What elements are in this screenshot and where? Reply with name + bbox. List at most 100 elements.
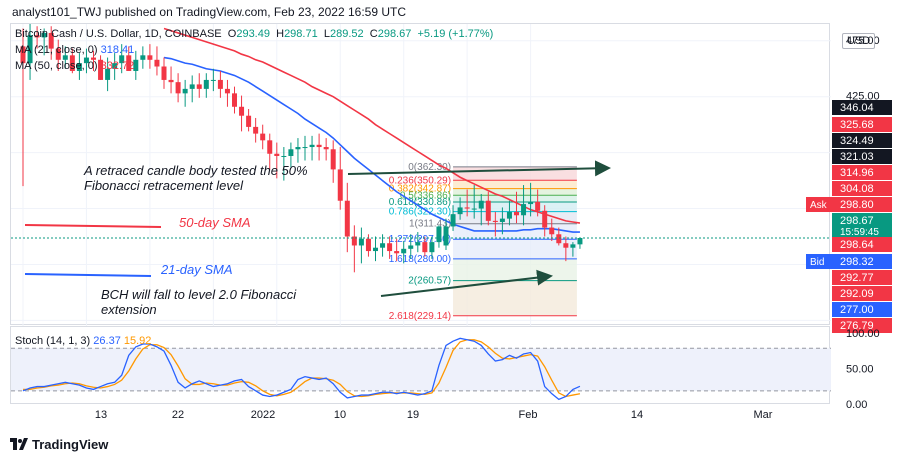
candle-body (337, 169, 343, 201)
price-tag-value: 298.67 (840, 215, 874, 227)
ma50-legend: MA (50, close, 0) 332.72 (15, 59, 134, 73)
price-tag-value: 321.03 (840, 151, 874, 163)
candle (126, 46, 132, 71)
candle (485, 191, 491, 226)
candle-body (577, 238, 583, 245)
candle (20, 28, 26, 187)
high-label: H (276, 28, 285, 40)
candle-body (499, 218, 505, 222)
candle (429, 236, 435, 259)
candle-body (281, 155, 287, 157)
candle-body (401, 248, 407, 254)
price-tag-countdown: 15:59:45 (840, 227, 879, 238)
candle (302, 135, 308, 161)
candle (316, 133, 322, 161)
change-value: +5.19 (+1.77%) (417, 28, 494, 40)
fib-level-label: 2.618(229.14) (389, 311, 451, 322)
candle-body (196, 84, 202, 89)
candle-body (380, 243, 386, 248)
candle (83, 48, 89, 74)
ma21-line (163, 56, 580, 233)
candle (514, 191, 519, 224)
candle-body (288, 149, 294, 156)
candle (267, 133, 273, 170)
stoch-k-line (22, 337, 581, 401)
candle-body (55, 48, 61, 60)
candle-body (514, 211, 519, 216)
fib-level-label: 1(311.43) (409, 219, 451, 230)
price-tag-box (832, 213, 892, 237)
candle (563, 236, 569, 262)
candle-body (41, 32, 47, 38)
low-label: L (323, 28, 330, 40)
price-tag-box (832, 197, 892, 212)
candle-body (105, 68, 111, 80)
candle-body (62, 55, 68, 60)
price-tag-box (832, 117, 892, 132)
candle-body (217, 79, 223, 89)
candle (224, 79, 230, 107)
candle-body (161, 66, 167, 80)
candle-body (168, 79, 174, 83)
fib-band (453, 280, 577, 316)
candle-body (154, 59, 160, 67)
candle-body (542, 210, 548, 228)
candle (91, 50, 96, 71)
fib-level-label: 0.236(350.29) (389, 175, 451, 186)
candle-body (98, 59, 104, 80)
candle (408, 234, 414, 259)
stoch-d-line (23, 339, 581, 398)
stoch-band (11, 348, 831, 391)
stoch-chart[interactable] (11, 327, 831, 405)
ma21-label: MA (21, close, 0) (15, 44, 98, 56)
candle-body (239, 106, 245, 116)
symbol-title: Bitcoin Cash / U.S. Dollar, 1D, COINBASE (15, 28, 222, 40)
candle-body (253, 126, 259, 134)
candle (41, 28, 47, 56)
candle (147, 44, 153, 69)
candle-body (302, 147, 308, 149)
candle-body (436, 226, 442, 243)
candle (394, 238, 400, 262)
candle-body (415, 242, 421, 246)
candle (119, 44, 125, 74)
candle (27, 24, 33, 80)
price-tag-box (832, 270, 892, 285)
candle-body (521, 204, 527, 216)
symbol-legend: Bitcoin Cash / U.S. Dollar, 1D, COINBASE… (15, 27, 493, 41)
candle-body (556, 234, 562, 244)
candle (373, 236, 378, 262)
candle-body (126, 55, 132, 71)
candle (570, 242, 576, 257)
stoch-axis-tick: 0.00 (846, 399, 867, 411)
candle (76, 53, 82, 80)
time-axis-tick: 2022 (251, 409, 275, 421)
sma50-legend-line (24, 224, 162, 228)
candle (62, 46, 68, 69)
currency-button[interactable]: USD (842, 33, 876, 49)
price-tag-box (832, 237, 892, 252)
candle-body (464, 207, 470, 209)
candle (401, 240, 407, 264)
candle (471, 185, 477, 219)
tradingview-logo[interactable]: TradingView (10, 437, 108, 452)
price-pane[interactable]: 0(362.30) 0.236(350.29) 0.382(342.87) 0.5(3… (10, 23, 831, 326)
time-axis-tick: 14 (631, 409, 643, 421)
candle-body (478, 200, 484, 209)
stoch-pane[interactable]: Stoch (14, 1, 3) 26.37 15.92 (10, 326, 831, 405)
candle-body (34, 35, 40, 38)
candle (436, 225, 442, 248)
time-axis-tick: 22 (172, 409, 184, 421)
candle (246, 109, 252, 132)
candle (69, 48, 75, 74)
candle-body (506, 211, 512, 219)
candle-body (189, 84, 195, 89)
candle-body (232, 93, 237, 107)
candle (281, 147, 287, 181)
fall-arrow (380, 269, 553, 297)
price-tag-box (832, 254, 892, 269)
price-chart[interactable]: 0(362.30) 0.236(350.29)0.382(342.87)0.5(3… (11, 24, 831, 326)
candle-body (91, 57, 96, 60)
candle (168, 66, 174, 94)
candle-body (365, 238, 371, 252)
